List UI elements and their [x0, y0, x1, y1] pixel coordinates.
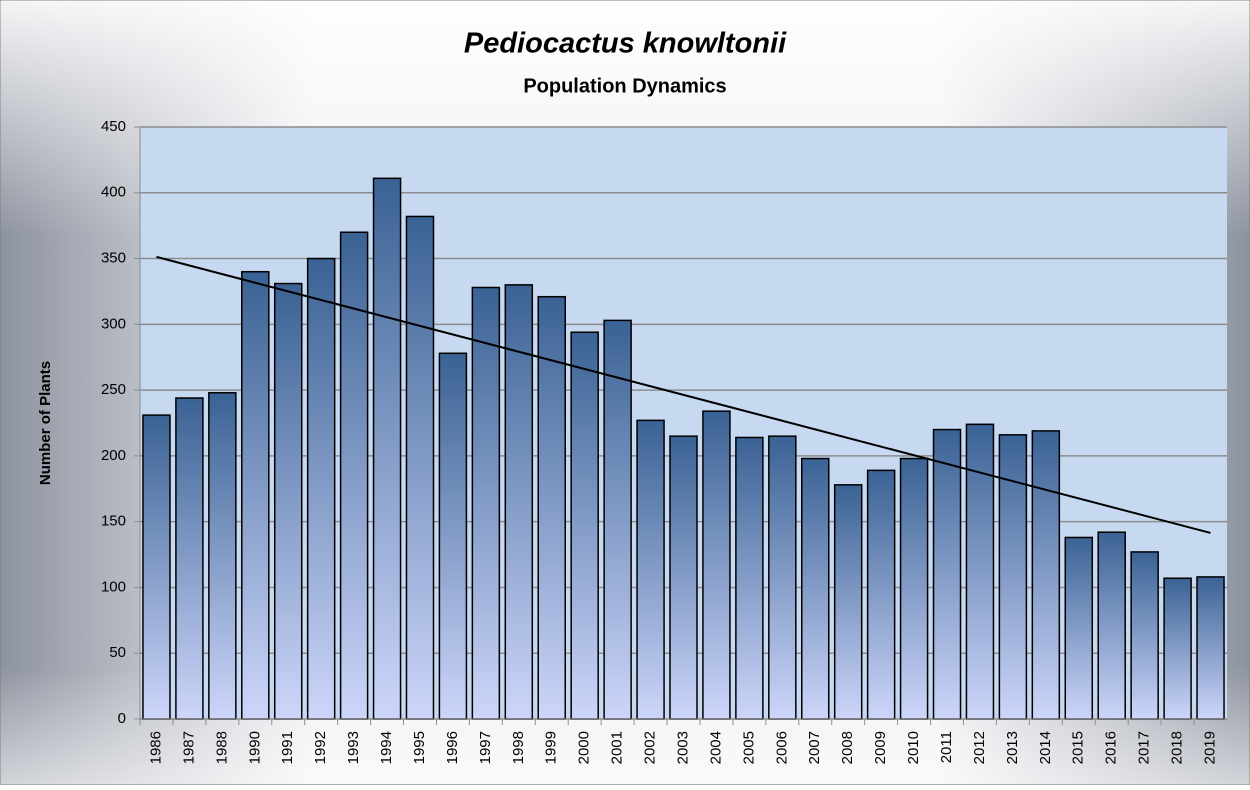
x-tick-label: 2009	[872, 731, 889, 764]
y-tick-label: 150	[101, 513, 126, 530]
bar	[372, 177, 402, 720]
bar	[603, 319, 632, 720]
y-tick-label: 50	[109, 644, 126, 661]
bar	[208, 391, 237, 720]
x-tick-label: 2001	[609, 731, 626, 764]
y-tick-label: 100	[101, 578, 126, 595]
x-tick-label: 2002	[642, 731, 659, 764]
x-tick-label: 1992	[312, 731, 329, 764]
bar	[504, 284, 534, 720]
bar	[273, 282, 303, 720]
bar	[438, 352, 468, 720]
x-tick-label: 2007	[806, 731, 823, 764]
bar	[636, 419, 665, 720]
bar	[1196, 576, 1225, 720]
bar	[965, 423, 995, 720]
x-tick-label: 2019	[1201, 731, 1218, 764]
bar	[1031, 430, 1061, 720]
x-tick-label: 2000	[576, 731, 593, 764]
x-tick-label: 2016	[1103, 731, 1120, 764]
x-tick-label: 1988	[213, 731, 230, 764]
trendline	[156, 255, 1211, 534]
bar	[241, 270, 270, 720]
x-tick-label: 2014	[1037, 731, 1054, 764]
bar	[1064, 536, 1094, 720]
x-tick-label: 1998	[510, 731, 527, 764]
x-tick-label: 1996	[444, 731, 461, 764]
x-tick-label: 2011	[938, 731, 955, 763]
bar	[702, 410, 731, 720]
x-tick-label: 2010	[905, 731, 922, 764]
bar	[537, 295, 566, 720]
bar	[339, 231, 369, 720]
bar	[306, 257, 336, 720]
x-tick-label: 2005	[740, 731, 757, 764]
bar	[899, 457, 929, 720]
bar	[405, 215, 435, 720]
bar	[1097, 531, 1126, 720]
y-axis-label: Number of Plants	[37, 361, 54, 485]
bar	[175, 397, 204, 720]
x-tick-label: 1995	[411, 731, 428, 764]
y-tick-label: 350	[101, 250, 126, 267]
chart-title: Pediocactus knowltonii	[464, 28, 787, 60]
bar	[998, 434, 1028, 720]
bar	[833, 484, 863, 720]
bar	[735, 436, 764, 720]
x-tick-label: 1994	[378, 731, 395, 764]
x-tick-label: 2003	[674, 731, 691, 764]
y-tick-label: 450	[101, 118, 126, 135]
y-tick-label: 400	[101, 184, 126, 201]
x-tick-label: 1990	[246, 731, 263, 764]
bar	[1130, 551, 1159, 720]
bar	[570, 331, 599, 720]
x-tick-label: 1991	[279, 731, 296, 764]
bar	[866, 469, 896, 720]
x-tick-label: 1993	[345, 731, 362, 764]
y-tick-label: 300	[101, 315, 126, 332]
chart-subtitle: Population Dynamics	[523, 75, 726, 97]
x-tick-label: 2012	[971, 731, 988, 764]
bar	[669, 435, 698, 720]
x-tick-label: 2017	[1136, 731, 1153, 764]
x-tick-label: 2004	[707, 731, 724, 764]
bar	[932, 428, 962, 720]
bar	[142, 414, 171, 720]
x-tick-label: 1997	[477, 731, 494, 764]
x-tick-label: 1986	[147, 731, 164, 764]
bar	[768, 435, 797, 720]
bar	[471, 286, 501, 720]
y-tick-label: 250	[101, 381, 126, 398]
x-tick-label: 2008	[839, 731, 856, 764]
x-tick-label: 1987	[180, 731, 197, 764]
x-tick-label: 2006	[773, 731, 790, 764]
bar	[801, 457, 830, 720]
y-tick-label: 200	[101, 447, 126, 464]
x-tick-label: 2013	[1004, 731, 1021, 764]
y-tick-label: 0	[118, 710, 126, 727]
x-tick-label: 2015	[1070, 731, 1087, 764]
bar	[1163, 577, 1192, 720]
x-tick-label: 2018	[1169, 731, 1186, 764]
x-tick-label: 1999	[543, 731, 560, 764]
